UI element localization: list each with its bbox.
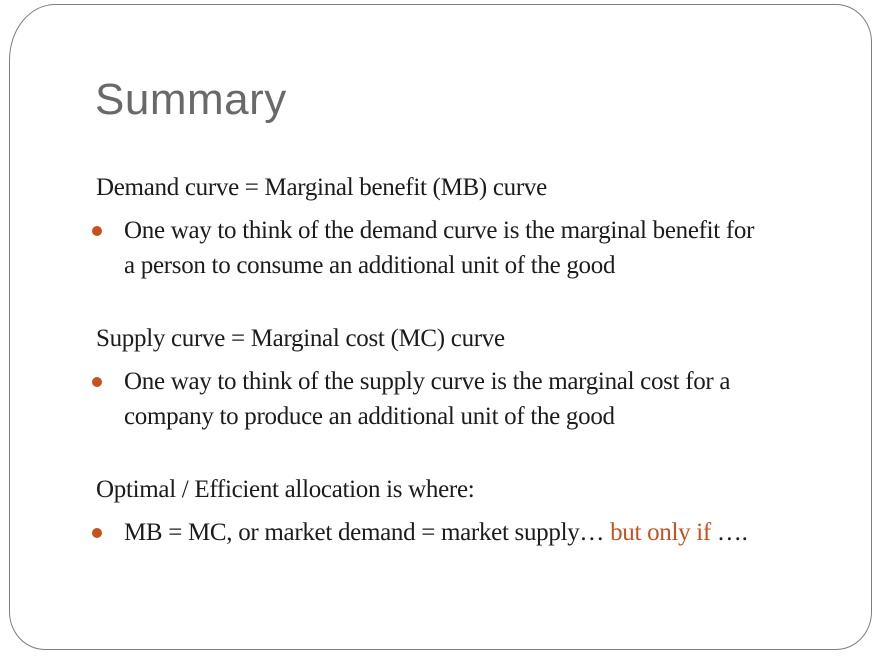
section-header: Supply curve = Marginal cost (MC) curve [96,325,505,352]
bullet-text: One way to think of the demand curve is … [124,213,754,283]
bullet-icon [92,377,102,387]
bullet-text: One way to think of the supply curve is … [124,364,730,434]
bullet-line: company to produce an additional unit of… [124,403,615,430]
bullet-line: One way to think of the demand curve is … [124,217,755,244]
slide-border-frame [9,4,872,650]
section-header: Optimal / Efficient allocation is where: [96,476,475,503]
bullet-item: One way to think of the demand curve is … [92,213,850,283]
slide-body: Demand curve = Marginal benefit (MB) cur… [92,170,850,588]
bullet-line: MB = MC, or market demand = market suppl… [124,515,748,550]
bullet-line: a person to consume an additional unit o… [124,252,616,279]
section-demand-curve: Demand curve = Marginal benefit (MB) cur… [92,170,850,283]
bullet-line: One way to think of the supply curve is … [124,368,731,395]
section-optimal-allocation: Optimal / Efficient allocation is where:… [92,472,850,550]
bullet-text: MB = MC, or market demand = market suppl… [124,515,748,550]
bullet-segment: MB = MC, or market demand = market suppl… [124,519,611,546]
bullet-item: MB = MC, or market demand = market suppl… [92,515,850,550]
bullet-segment-accent: but only if [610,519,717,546]
slide-title: Summary [95,75,287,124]
bullet-item: One way to think of the supply curve is … [92,364,850,434]
bullet-segment: …. [716,519,748,546]
bullet-icon [92,528,102,538]
section-header: Demand curve = Marginal benefit (MB) cur… [96,174,547,201]
section-supply-curve: Supply curve = Marginal cost (MC) curve … [92,321,850,434]
bullet-icon [92,226,102,236]
